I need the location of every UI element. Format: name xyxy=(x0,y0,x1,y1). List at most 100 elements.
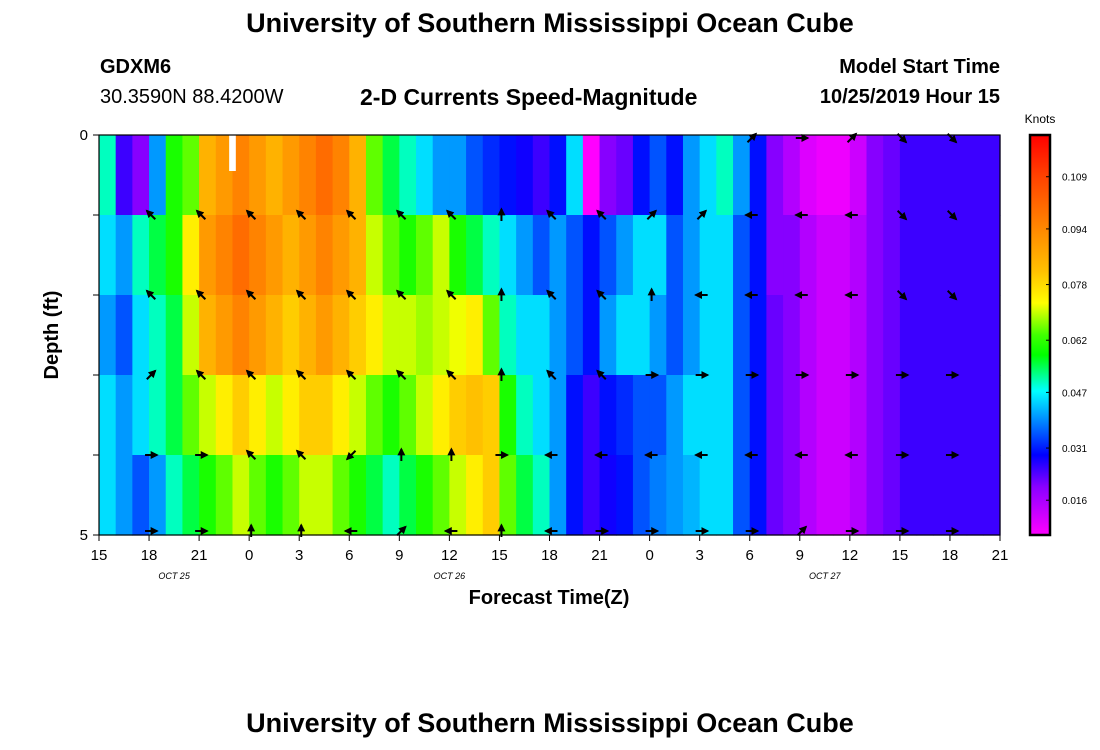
colorbar-tick-label: 0.047 xyxy=(1062,388,1087,399)
heatmap-cell xyxy=(466,455,484,536)
heatmap-cell xyxy=(849,215,868,296)
heatmap-cell xyxy=(833,295,851,376)
heatmap-cell xyxy=(215,455,234,536)
colorbar-tick-label: 0.031 xyxy=(1062,444,1087,455)
heatmap-cell xyxy=(165,455,184,536)
heatmap-cell xyxy=(232,295,250,376)
heatmap-cell xyxy=(482,455,501,536)
heatmap-cell xyxy=(632,135,651,216)
heatmap-cell xyxy=(416,375,434,456)
footer-title: University of Southern Mississippi Ocean… xyxy=(246,708,854,738)
heatmap-cell xyxy=(149,135,167,216)
heatmap-cell xyxy=(783,135,801,216)
station-coordinates: 30.3590N 88.4200W xyxy=(100,86,284,108)
current-vector-arrow xyxy=(946,290,958,301)
heatmap-cell xyxy=(165,135,184,216)
current-vector-arrow xyxy=(546,289,557,300)
heatmap-cell xyxy=(199,455,217,536)
heatmap-cell xyxy=(516,455,534,536)
heatmap-cell xyxy=(816,295,834,376)
heatmap-cell xyxy=(816,455,834,536)
heatmap-cell xyxy=(716,455,734,536)
x-tick-label: 21 xyxy=(191,547,208,564)
heatmap-cell xyxy=(632,295,651,376)
heatmap-cell xyxy=(883,215,901,296)
heatmap-cell xyxy=(99,455,117,536)
heatmap-cells xyxy=(99,135,1001,536)
heatmap-cell xyxy=(299,375,317,456)
y-axis-label: Depth (ft) xyxy=(41,291,63,380)
heatmap-cell xyxy=(349,135,367,216)
heatmap-cell xyxy=(966,455,984,536)
heatmap-cell xyxy=(983,375,1001,456)
heatmap-cell xyxy=(566,215,584,296)
heatmap-cell xyxy=(616,215,634,296)
heatmap-cell xyxy=(432,455,450,536)
heatmap-cell xyxy=(182,375,200,456)
heatmap-cell xyxy=(783,295,801,376)
heatmap-cell xyxy=(382,455,400,536)
current-vector-arrow xyxy=(696,209,708,220)
heatmap-cell xyxy=(682,455,701,536)
heatmap-cell xyxy=(315,135,334,216)
heatmap-cell xyxy=(416,135,434,216)
heatmap-cell xyxy=(516,295,534,376)
heatmap-cell xyxy=(466,215,484,296)
current-vector-arrow xyxy=(245,369,257,380)
x-tick-label: 6 xyxy=(345,547,353,564)
colorbar-tick-label: 0.062 xyxy=(1062,336,1087,347)
heatmap-cell xyxy=(532,455,551,536)
current-vector-arrow xyxy=(195,209,207,220)
current-vector-arrow xyxy=(345,369,357,380)
current-vector-arrow xyxy=(295,369,307,380)
heatmap-cell xyxy=(833,215,851,296)
date-label: OCT 25 xyxy=(158,571,191,581)
heatmap-cell xyxy=(182,135,200,216)
heatmap-cell xyxy=(699,135,717,216)
heatmap-cell xyxy=(449,375,467,456)
heatmap-cell xyxy=(282,295,300,376)
heatmap-cell xyxy=(399,215,417,296)
heatmap-cell xyxy=(666,215,684,296)
current-vector-arrow xyxy=(145,289,157,300)
heatmap-cell xyxy=(733,295,751,376)
heatmap-cell xyxy=(666,295,684,376)
heatmap-cell xyxy=(799,135,818,216)
heatmap-cell xyxy=(315,295,334,376)
heatmap-cell xyxy=(799,455,818,536)
heatmap-cell xyxy=(466,295,484,376)
heatmap-cell xyxy=(232,135,250,216)
heatmap-cell xyxy=(582,135,601,216)
heatmap-cell xyxy=(716,375,734,456)
x-tick-label: 18 xyxy=(541,547,558,564)
heatmap-cell xyxy=(449,215,467,296)
heatmap-cell xyxy=(799,215,818,296)
heatmap-cell xyxy=(649,375,667,456)
heatmap-cell xyxy=(332,135,350,216)
x-tick-label: 21 xyxy=(591,547,608,564)
heatmap-cell xyxy=(382,215,400,296)
x-tick-label: 18 xyxy=(942,547,959,564)
heatmap-cell xyxy=(315,215,334,296)
heatmap-cell xyxy=(933,455,951,536)
heatmap-cell xyxy=(182,295,200,376)
heatmap-cell xyxy=(149,455,167,536)
heatmap-cell xyxy=(199,375,217,456)
heatmap-cell xyxy=(816,215,834,296)
colorbar-gradient xyxy=(1028,133,1052,537)
colorbar-tick-label: 0.078 xyxy=(1062,281,1087,292)
heatmap-cell xyxy=(449,295,467,376)
heatmap-cell xyxy=(232,375,250,456)
heatmap-cell xyxy=(916,375,934,456)
heatmap-cell xyxy=(432,135,450,216)
current-vector-arrow xyxy=(596,289,607,300)
heatmap-cell xyxy=(399,135,417,216)
current-vector-arrow xyxy=(295,289,307,300)
missing-data xyxy=(229,135,236,171)
heatmap-cell xyxy=(132,295,150,376)
heatmap-cell xyxy=(365,215,384,296)
heatmap-cell xyxy=(516,375,534,456)
heatmap-cell xyxy=(249,215,267,296)
heatmap-cell xyxy=(349,295,367,376)
heatmap-cell xyxy=(332,215,350,296)
